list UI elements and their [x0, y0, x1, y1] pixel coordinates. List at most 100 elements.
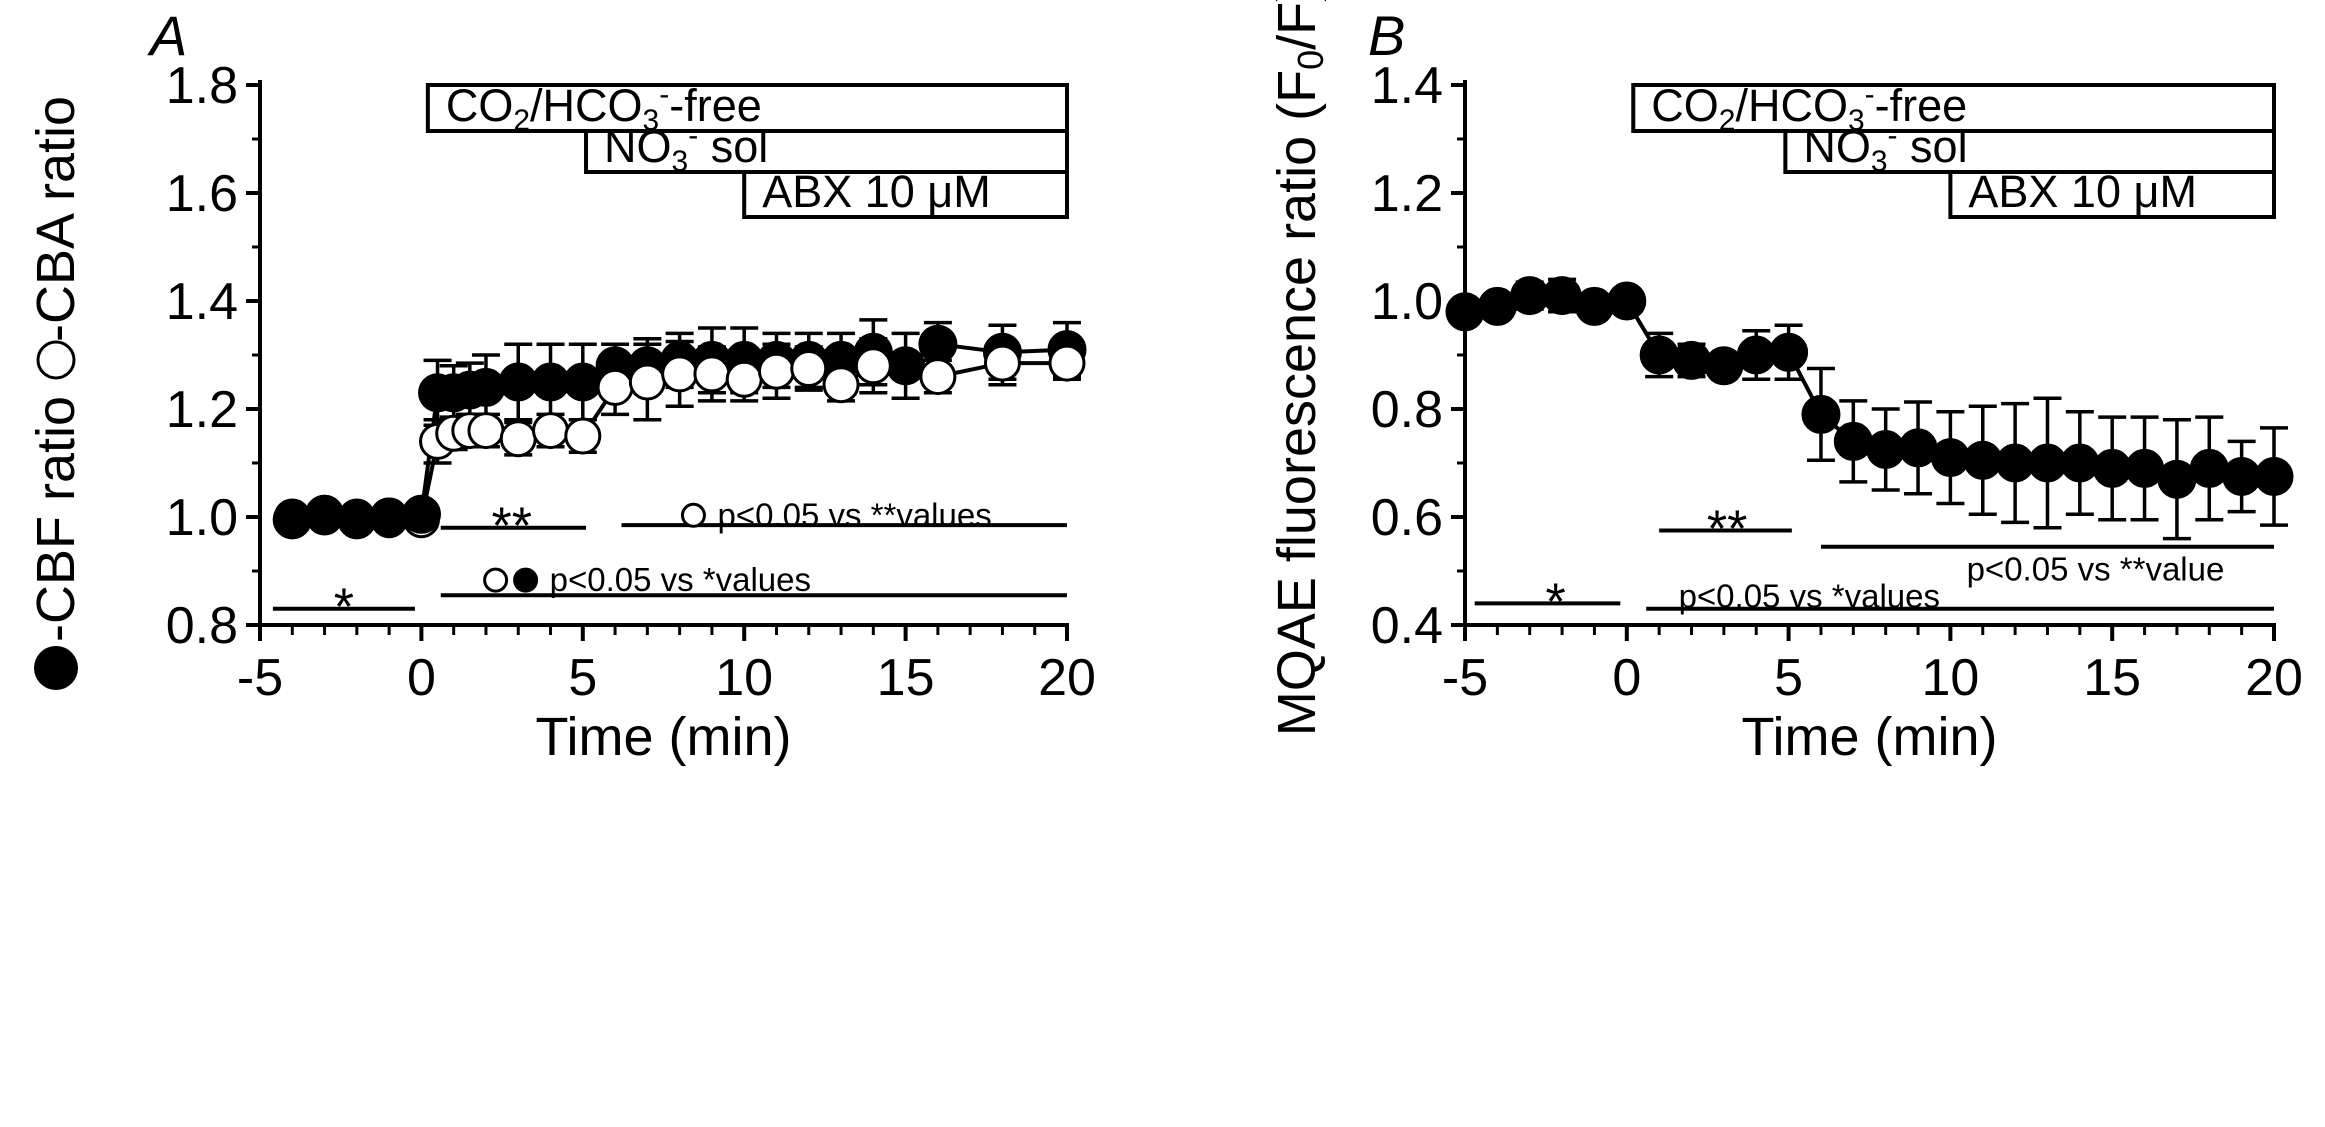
y-title-end: /F) — [1267, 0, 1327, 50]
condition-box — [1948, 170, 2277, 219]
x-axis-title: Time (min) — [536, 707, 792, 767]
open-legend-marker — [680, 502, 706, 528]
condition-box-label: CO2/HCO3--free — [1651, 78, 1967, 137]
significance-label: p<0.05 vs **values — [717, 496, 991, 533]
panel-letter: A — [147, 4, 187, 67]
filled-data-point — [563, 362, 603, 402]
filled-legend-marker — [513, 567, 539, 593]
box-text2: M — [2159, 166, 2197, 217]
condition-box-label: NO3- sol — [604, 119, 768, 178]
filled-data-point — [1736, 335, 1776, 375]
significance-stars: ** — [1707, 500, 1747, 558]
box-subscript2: 3 — [1848, 104, 1865, 137]
filled-data-point — [337, 500, 377, 540]
open-data-point — [596, 368, 634, 406]
y-tick-label: 1.0 — [166, 489, 238, 547]
box-superscript: - — [688, 119, 698, 152]
open-data-point — [1048, 344, 1086, 382]
open-data-point — [564, 417, 602, 455]
box-subscript: 3 — [1871, 145, 1888, 178]
box-text: NO — [604, 121, 672, 172]
filled-data-point — [1510, 276, 1550, 316]
filled-data-point — [2157, 459, 2197, 499]
x-tick-label: 5 — [1774, 649, 1803, 707]
box-superscript: - — [1888, 119, 1898, 152]
y-tick-label: 0.8 — [166, 597, 238, 655]
y-tick-label: 1.6 — [166, 165, 238, 223]
x-tick-label: 20 — [2245, 649, 2303, 707]
filled-data-point — [1866, 430, 1906, 469]
significance-label: p<0.05 vs *values — [1679, 577, 1940, 614]
filled-circle-legend-marker — [34, 646, 78, 690]
box-text3: -free — [1875, 80, 1968, 131]
open-data-point — [919, 358, 957, 396]
box-text: ABX 10 — [762, 166, 927, 217]
box-superscript2: - — [659, 78, 669, 111]
filled-data-point — [1574, 286, 1614, 326]
box-mu: μ — [927, 166, 953, 217]
open-data-point — [822, 366, 860, 404]
box-mu: μ — [2134, 166, 2160, 217]
x-axis-title: Time (min) — [1742, 707, 1998, 767]
box-text: NO — [1803, 121, 1871, 172]
y-title-main: MQAE fluorescence ratio (F — [1267, 70, 1327, 736]
y-tick-label: 1.2 — [166, 381, 238, 439]
significance-stars: * — [334, 579, 354, 637]
significance-stars: * — [1545, 573, 1565, 631]
box-text2: /HCO — [530, 80, 643, 131]
x-tick-label: 20 — [1038, 649, 1096, 707]
filled-data-point — [401, 494, 441, 534]
open-data-point — [790, 350, 828, 387]
condition-box-label: CO2/HCO3--free — [446, 78, 762, 137]
filled-data-point — [2254, 457, 2294, 496]
box-superscript2: - — [1865, 78, 1875, 111]
open-data-point — [983, 344, 1021, 382]
filled-data-point — [305, 494, 345, 534]
x-tick-label: -5 — [1442, 649, 1488, 707]
condition-box-label: ABX 10 μM — [1968, 166, 2197, 217]
y-tick-label: 0.6 — [1371, 489, 1443, 547]
x-tick-label: 0 — [1612, 649, 1641, 707]
box-subscript: 3 — [672, 145, 689, 178]
filled-data-point — [272, 500, 312, 540]
y-tick-label: 1.4 — [166, 273, 238, 331]
box-subscript: 2 — [1719, 104, 1736, 137]
filled-data-point — [1542, 276, 1582, 316]
open-data-point — [757, 352, 795, 390]
x-tick-label: -5 — [237, 649, 283, 707]
open-circle-legend-marker — [36, 340, 76, 380]
significance-label: p<0.05 vs *values — [550, 561, 811, 598]
y-tick-label: 0.4 — [1371, 597, 1443, 655]
open-data-point — [628, 363, 666, 401]
y-tick-label: 1.4 — [1371, 57, 1443, 115]
filled-data-point — [1898, 428, 1938, 468]
filled-data-point — [369, 497, 409, 537]
filled-data-point — [2092, 448, 2132, 488]
y-axis-title-text: MQAE fluorescence ratio (F0/F) — [1267, 0, 1331, 736]
box-text: CO — [1651, 80, 1719, 131]
x-tick-label: 15 — [877, 649, 935, 707]
x-tick-label: 5 — [568, 649, 597, 707]
x-tick-label: 10 — [715, 649, 773, 707]
filled-data-point — [2060, 443, 2100, 483]
filled-data-point — [1833, 421, 1873, 461]
y-axis-title-cba: -CBA ratio — [26, 96, 86, 342]
open-data-point — [693, 355, 731, 393]
filled-data-point — [2027, 443, 2067, 483]
condition-box-label: ABX 10 μM — [762, 166, 991, 217]
open-data-point — [532, 412, 570, 450]
y-tick-label: 0.8 — [1371, 381, 1443, 439]
box-subscript2: 3 — [643, 104, 660, 137]
condition-box — [425, 83, 1069, 133]
x-tick-label: 10 — [1921, 649, 1979, 707]
filled-data-point — [1930, 438, 1970, 478]
box-text2: sol — [1898, 121, 1968, 172]
box-text2: /HCO — [1735, 80, 1848, 131]
filled-data-point — [1769, 332, 1809, 372]
x-tick-label: 0 — [407, 649, 436, 707]
open-data-point — [661, 355, 699, 393]
filled-data-point — [918, 324, 958, 364]
open-data-point — [499, 420, 537, 458]
